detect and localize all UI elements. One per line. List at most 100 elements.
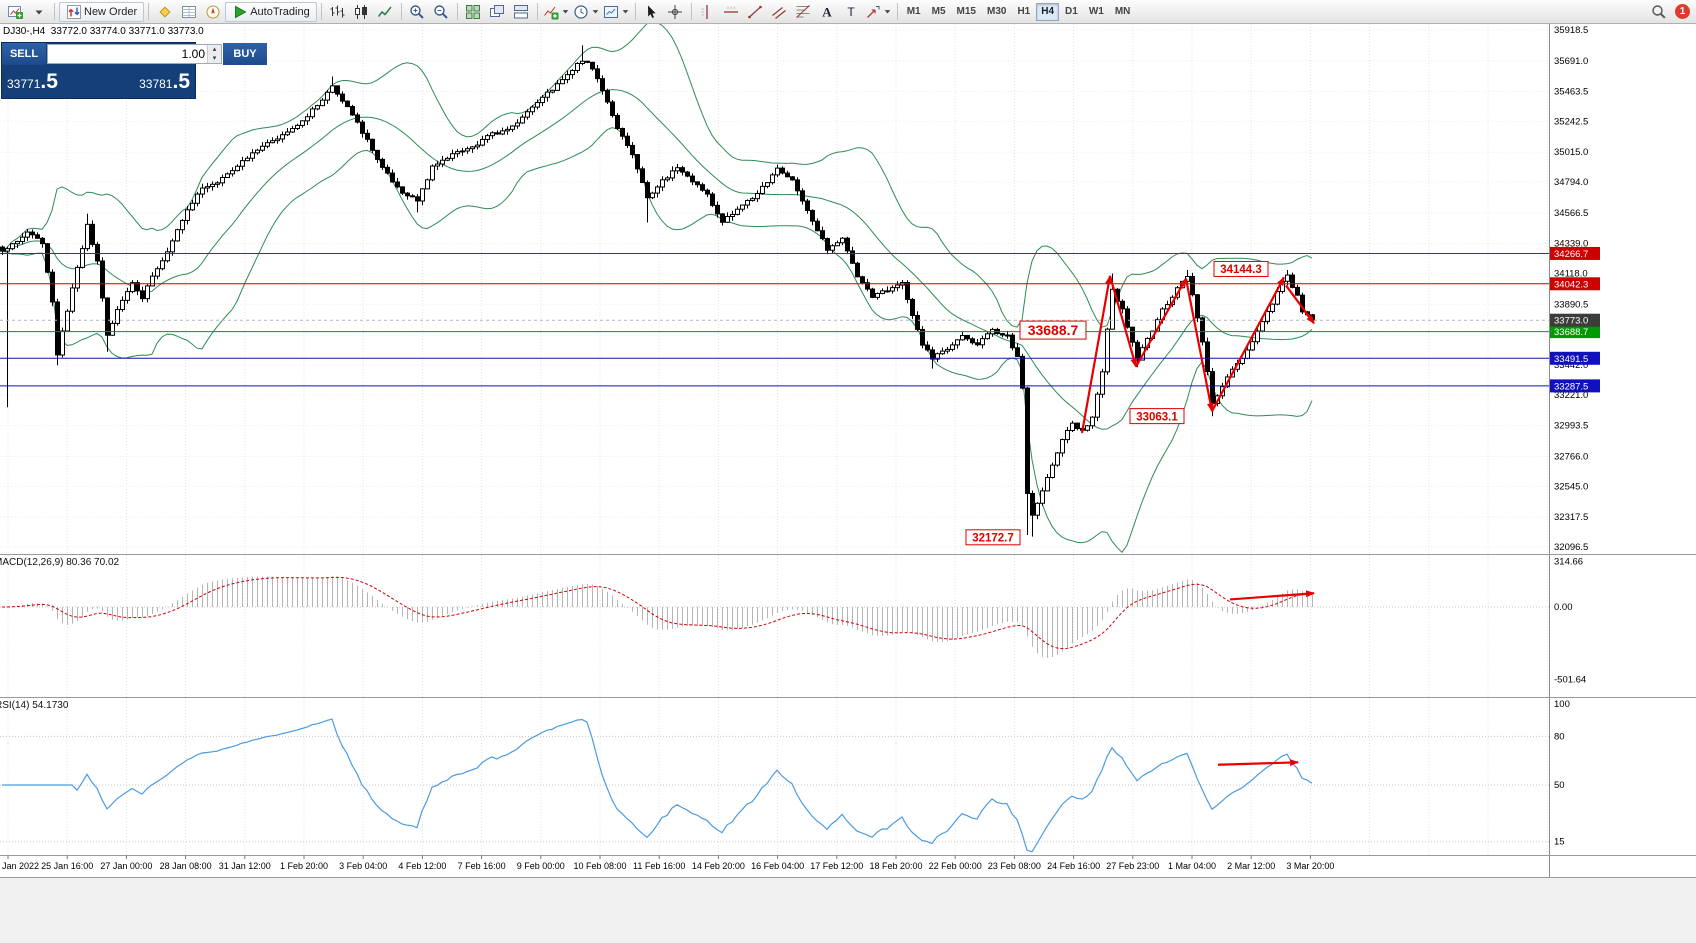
zoom-out-button[interactable]: [430, 2, 453, 22]
toolbar-separator: [148, 3, 150, 20]
svg-text:7 Feb 16:00: 7 Feb 16:00: [458, 861, 506, 871]
svg-text:80: 80: [1554, 731, 1565, 742]
toolbar-separator: [320, 3, 322, 20]
timeframe-button-m1[interactable]: M1: [906, 6, 921, 17]
navigator-icon: [206, 5, 220, 18]
svg-text:33688.7: 33688.7: [1028, 322, 1079, 338]
tile-windows-button[interactable]: [462, 2, 485, 22]
timeframe-button-w1[interactable]: W1: [1088, 6, 1104, 17]
tile-icon: [466, 4, 481, 19]
fibonacci-button[interactable]: [792, 2, 815, 22]
text-label-button[interactable]: T: [840, 2, 863, 22]
navigator-button[interactable]: [201, 2, 224, 22]
svg-text:A: A: [823, 4, 833, 19]
cascade-icon: [490, 4, 505, 17]
new-order-button-label: New Order: [84, 5, 138, 18]
rsi-panel-canvas[interactable]: 100 80 50 15: [0, 698, 1696, 856]
new-order-button[interactable]: New Order: [59, 1, 145, 22]
panel-separator[interactable]: [0, 855, 1696, 856]
equidistant-channel-button[interactable]: [768, 2, 791, 22]
clock-icon: [574, 4, 588, 19]
svg-text:32096.5: 32096.5: [1554, 542, 1588, 553]
sell-button[interactable]: SELL: [2, 43, 46, 65]
svg-text:2 Mar 12:00: 2 Mar 12:00: [1227, 861, 1275, 871]
candlestick-chart-button[interactable]: [350, 2, 373, 22]
volume-input[interactable]: [48, 45, 207, 63]
svg-text:24 Feb 16:00: 24 Feb 16:00: [1047, 861, 1100, 871]
macd-panel-canvas[interactable]: 314.66 0.00 -501.64: [0, 555, 1696, 697]
arrange-windows-button[interactable]: [510, 2, 533, 22]
timeframe-button-mn[interactable]: MN: [1114, 6, 1131, 17]
svg-text:32317.5: 32317.5: [1554, 512, 1588, 523]
svg-text:3 Feb 04:00: 3 Feb 04:00: [339, 861, 387, 871]
templates-button[interactable]: [602, 2, 631, 22]
svg-text:34266.7: 34266.7: [1554, 249, 1588, 260]
svg-text:34794.0: 34794.0: [1554, 177, 1588, 188]
volume-decrease-button[interactable]: ▾: [208, 54, 221, 63]
svg-text:27 Jan 00:00: 27 Jan 00:00: [100, 861, 152, 871]
svg-text:18 Feb 20:00: 18 Feb 20:00: [869, 861, 922, 871]
toolbar-separator: [536, 3, 538, 20]
buy-button[interactable]: BUY: [223, 43, 267, 65]
timeframe-button-h4[interactable]: H4: [1036, 2, 1060, 21]
indicators-button[interactable]: [542, 2, 571, 22]
svg-text:11 Feb 16:00: 11 Feb 16:00: [633, 861, 685, 871]
trendline-icon: [748, 5, 763, 18]
horizontal-line-button[interactable]: [720, 2, 743, 22]
arrows-button[interactable]: [864, 2, 893, 22]
profiles-dropdown[interactable]: [27, 2, 50, 22]
arrange-icon: [514, 4, 529, 18]
periods-button[interactable]: [572, 2, 601, 22]
cursor-icon: [648, 5, 656, 18]
svg-text:1 Feb 20:00: 1 Feb 20:00: [280, 861, 328, 871]
cursor-button[interactable]: [640, 2, 663, 22]
trendline-button[interactable]: [744, 2, 767, 22]
metaeditor-icon: [159, 5, 171, 18]
svg-text:100: 100: [1554, 699, 1570, 710]
autotrading-button[interactable]: AutoTrading: [225, 1, 317, 22]
vline-icon: [701, 4, 708, 19]
time-axis[interactable]: Jan 2022 25 Jan 16:00 27 Jan 00:00 28 Jan 0…: [0, 856, 1696, 878]
svg-text:32993.5: 32993.5: [1554, 421, 1588, 432]
panel-separator[interactable]: [0, 554, 1696, 555]
volume-increase-button[interactable]: ▴: [208, 45, 221, 54]
main-chart-canvas[interactable]: 34144.3 33688.7 33063.1 32172.7 35918.5 35691…: [0, 24, 1696, 554]
notification-badge[interactable]: 1: [1675, 4, 1690, 19]
timeframe-button-m15[interactable]: M15: [956, 6, 976, 17]
linechart-icon: [378, 6, 392, 17]
caret-down-icon: [592, 10, 599, 14]
timeframe-button-h1[interactable]: H1: [1017, 6, 1031, 17]
svg-text:1 Mar 04:00: 1 Mar 04:00: [1168, 861, 1216, 871]
candles-icon: [355, 4, 368, 19]
vertical-line-button[interactable]: [696, 2, 719, 22]
line-chart-button[interactable]: [374, 2, 397, 22]
svg-text:32766.0: 32766.0: [1554, 451, 1588, 462]
search-button[interactable]: [1647, 2, 1670, 22]
timeframe-button-d1[interactable]: D1: [1065, 6, 1078, 17]
autotrading-button-label: AutoTrading: [250, 5, 310, 18]
market-watch-icon: [181, 5, 196, 18]
caret-down-icon: [562, 10, 569, 14]
svg-text:32172.7: 32172.7: [972, 532, 1014, 544]
bar-chart-button[interactable]: [326, 2, 349, 22]
new-chart-button[interactable]: [3, 2, 26, 22]
panel-separator[interactable]: [0, 697, 1696, 698]
zoom-in-button[interactable]: [406, 2, 429, 22]
svg-text:0.00: 0.00: [1554, 602, 1573, 613]
market-watch-button[interactable]: [177, 2, 200, 22]
timeframe-button-m5[interactable]: M5: [931, 6, 946, 17]
crosshair-button[interactable]: [664, 2, 687, 22]
svg-text:33442.0: 33442.0: [1554, 360, 1588, 371]
svg-text:23 Feb 08:00: 23 Feb 08:00: [988, 861, 1041, 871]
metaeditor-button[interactable]: [153, 2, 176, 22]
svg-text:T: T: [848, 5, 856, 19]
svg-text:27 Feb 23:00: 27 Feb 23:00: [1106, 861, 1159, 871]
text-button[interactable]: A: [816, 2, 839, 22]
timeframe-button-m30[interactable]: M30: [986, 6, 1007, 17]
svg-text:17 Feb 12:00: 17 Feb 12:00: [810, 861, 863, 871]
toolbar-separator: [690, 3, 692, 20]
cascade-windows-button[interactable]: [486, 2, 509, 22]
one-click-trading-panel: SELL ▴ ▾ BUY 33771.5 33781.5: [1, 42, 267, 99]
buy-price: 33781.5: [139, 69, 190, 93]
svg-text:14 Feb 20:00: 14 Feb 20:00: [692, 861, 745, 871]
